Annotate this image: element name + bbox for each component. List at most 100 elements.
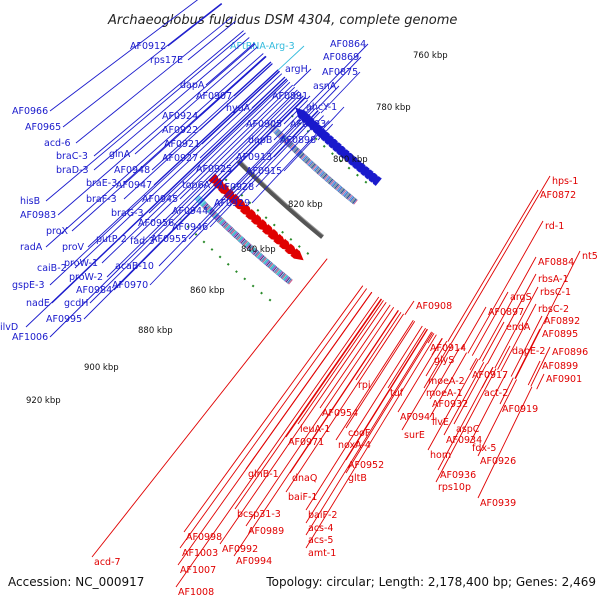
reverse-label-leader [500, 303, 537, 372]
reverse-label-leader [450, 175, 551, 344]
reverse-label-leader [319, 304, 391, 409]
reverse-label-leader [245, 307, 395, 527]
forward-gene-label: AF0864 [330, 39, 366, 50]
forward-label-leader [134, 46, 258, 155]
reverse-gene-label: AF0971 [288, 437, 324, 448]
forward-gene-label: AF0915 [246, 166, 282, 177]
reverse-label-leader [397, 338, 443, 413]
forward-gene-label: AF0924 [162, 111, 198, 122]
forward-gene-label: AF0928 [218, 182, 254, 193]
forward-label-leader [273, 102, 311, 141]
reverse-gene-label: AF0998 [186, 532, 222, 543]
reverse-gene-label: AF0952 [348, 460, 384, 471]
forward-gene-label: AF0956 [138, 218, 174, 229]
forward-label-leader [167, 3, 223, 47]
reverse-gene-label: glnB-1 [248, 469, 279, 480]
reverse-label-leader [429, 348, 460, 400]
forward-label-leader [277, 45, 305, 71]
forward-gene-label: AF0907 [196, 91, 232, 102]
reverse-gene-label: amt-1 [308, 548, 336, 559]
reverse-gene-label: AF0989 [248, 526, 284, 537]
reverse-gene-label: AF0917 [472, 370, 508, 381]
genome-backbone-highlight [239, 159, 325, 236]
forward-gene-label: AF0913 [236, 152, 272, 163]
reverse-gene-label: AF1007 [180, 565, 216, 576]
forward-label-leader [89, 93, 302, 304]
forward-label-leader [123, 55, 266, 184]
forward-gene-label: AF0875 [322, 67, 358, 78]
forward-label-leader [83, 97, 306, 320]
reverse-gene-label: glyS [434, 355, 454, 366]
forward-label-leader [87, 69, 279, 248]
forward-label-leader [209, 111, 321, 228]
genome-summary-text: Topology: circular; Length: 2,178,400 bp… [265, 575, 596, 589]
reverse-label-leader [305, 328, 428, 524]
tick-ring-2 [222, 176, 310, 255]
scale-label: 800 kbp [333, 155, 368, 165]
reverse-label-leader [297, 300, 384, 425]
forward-label-leader [187, 20, 236, 61]
reverse-gene-label: moeA-1 [426, 388, 463, 399]
scale-label: 820 kbp [288, 200, 323, 210]
forward-gene-label: putP-2 [96, 234, 127, 245]
reverse-gene-label: AF0936 [440, 470, 476, 481]
reverse-gene-label: hom [430, 450, 451, 461]
forward-label-leader [293, 68, 312, 87]
forward-gene-label: AF0984 [76, 285, 112, 296]
forward-gene-label: AF0922 [162, 125, 198, 136]
scale-label: 920 kbp [26, 396, 61, 406]
reverse-gene-label: AF0908 [416, 301, 452, 312]
reverse-gene-label: aspC [456, 424, 480, 435]
forward-label-leader [255, 115, 324, 188]
forward-label-leader [75, 16, 233, 144]
forward-label-leader [205, 42, 255, 86]
forward-gene-label: asnA [313, 81, 337, 92]
forward-gene-label: gcdH [64, 298, 88, 309]
reverse-gene-label: act-2 [484, 388, 508, 399]
forward-label-leader [45, 32, 246, 202]
genome-backbone [237, 159, 324, 239]
reverse-label-leader [355, 311, 402, 381]
reverse-label-leader [305, 325, 423, 511]
forward-gene-label: AF0898 [280, 135, 316, 146]
forward-gene-label: AF1006 [12, 332, 48, 343]
reverse-label-leader [335, 319, 414, 441]
reverse-label-leader [499, 377, 514, 405]
reverse-gene-label: AF0932 [432, 399, 468, 410]
forward-label-leader [25, 78, 287, 328]
forward-label-leader [62, 2, 222, 128]
forward-gene-label: AFtRNA-Arg-3 [230, 41, 295, 52]
reverse-label-leader [427, 333, 435, 344]
reverse-label-leader [404, 300, 415, 316]
reverse-gene-label: AF0926 [480, 456, 516, 467]
forward-gene-label: nadE [26, 298, 50, 309]
reverse-label-leader [467, 220, 544, 354]
forward-label-leader [93, 37, 250, 171]
reverse-gene-label: fdx-5 [472, 443, 496, 454]
forward-label-leader [179, 86, 296, 200]
forward-label-leader [188, 107, 317, 240]
reverse-label-leader [175, 296, 380, 588]
forward-label-leader [49, 70, 280, 286]
reverse-gene-arrow [208, 173, 218, 184]
reverse-gene-label: ilvE [432, 417, 449, 428]
forward-label-leader [71, 56, 267, 232]
reverse-label-leader [183, 285, 364, 533]
reverse-label-leader [471, 291, 509, 356]
reverse-label-leader [494, 286, 539, 369]
reverse-gene-label: nt5 [582, 251, 598, 262]
forward-gene-label: braE-3 [86, 178, 117, 189]
forward-label-leader [283, 121, 331, 172]
reverse-label-leader [177, 291, 373, 566]
reverse-label-leader [91, 258, 328, 558]
reverse-label-leader [482, 321, 505, 362]
forward-label-leader [175, 95, 304, 224]
reverse-gene-label: AF0897 [488, 307, 524, 318]
forward-label-leader [309, 43, 369, 104]
forward-gene-label: AF0947 [116, 180, 152, 191]
forward-gene-label: AF0970 [112, 280, 148, 291]
reverse-gene-label: hps-1 [552, 176, 578, 187]
reverse-gene-label: bcsp31-3 [237, 509, 281, 520]
